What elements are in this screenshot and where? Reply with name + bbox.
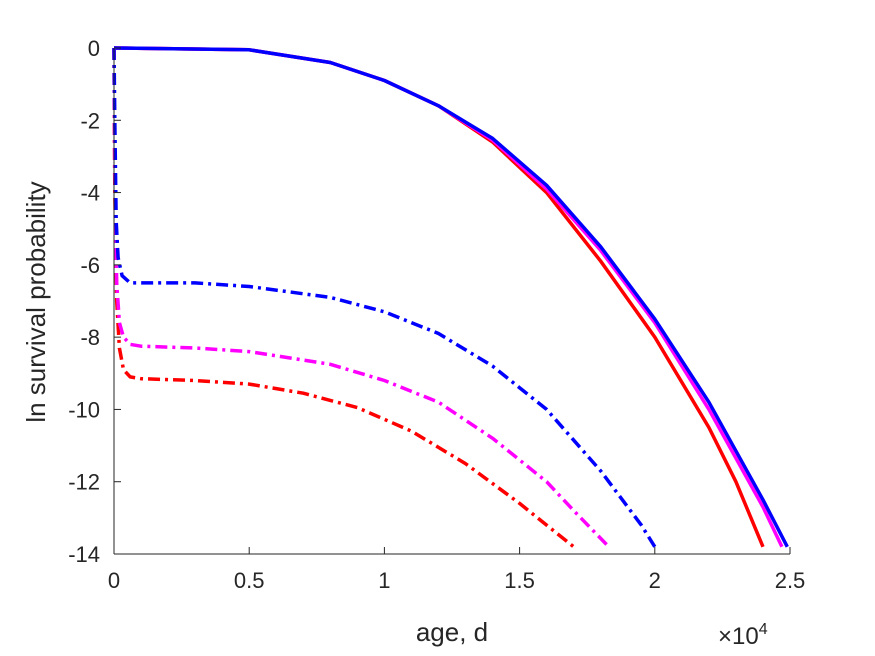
x-axis-multiplier-base: ×10 [718, 623, 759, 650]
x-axis-multiplier-exponent: 4 [759, 621, 768, 638]
y-tick-label: -12 [68, 470, 100, 495]
y-tick-label: -2 [80, 108, 100, 133]
y-tick-label: -10 [68, 397, 100, 422]
series-line-4 [112, 47, 575, 549]
x-tick-label: 2.5 [775, 568, 806, 593]
series-line-3 [113, 46, 789, 548]
x-tick-label: 2 [649, 568, 661, 593]
x-axis-multiplier: ×104 [718, 621, 768, 650]
x-axis-title: age, d [416, 617, 488, 647]
series-line-6 [112, 47, 657, 548]
series-layer [112, 46, 789, 549]
axes-layer: 0 0.5 1 1.5 2 2.5 0 -2 -4 -6 -8 -10 -12 -14 [68, 36, 805, 593]
series-line-5 [112, 47, 611, 549]
x-tick-label: 1.5 [504, 568, 535, 593]
y-tick-label: -6 [80, 253, 100, 278]
y-tick-label: 0 [88, 36, 100, 61]
x-tick-label: 1 [378, 568, 390, 593]
plot-background [114, 48, 790, 554]
y-axis-title: ln survival probability [21, 181, 51, 422]
x-tick-label: 0 [108, 568, 120, 593]
x-tick-label: 0.5 [234, 568, 265, 593]
y-tick-label: -14 [68, 542, 100, 567]
y-tick-label: -4 [80, 181, 100, 206]
y-tick-label: -8 [80, 325, 100, 350]
